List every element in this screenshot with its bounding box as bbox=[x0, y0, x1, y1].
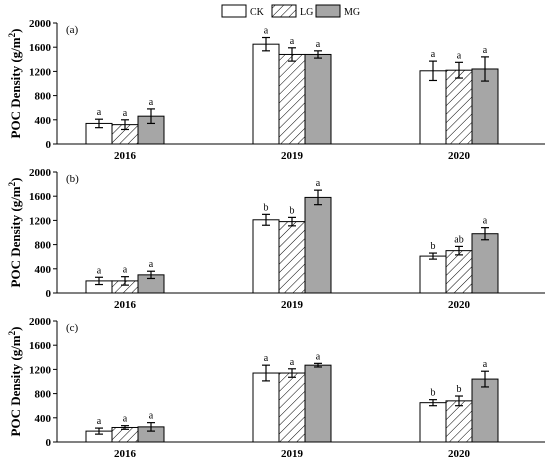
legend: CK LG MG bbox=[221, 4, 360, 18]
legend-label-ck: CK bbox=[250, 7, 265, 18]
significance-letter: a bbox=[290, 357, 295, 368]
panel-label: (a) bbox=[66, 24, 79, 36]
y-tick-label: 0 bbox=[46, 288, 52, 300]
y-tick-label: 400 bbox=[35, 264, 52, 276]
panel-label: (c) bbox=[66, 322, 79, 334]
x-tick-label-2019: 2019 bbox=[281, 150, 304, 162]
x-tick-label-2016: 2016 bbox=[114, 299, 137, 311]
y-tick-label: 1200 bbox=[29, 364, 52, 376]
bar-ck-2019 bbox=[252, 43, 280, 145]
legend-item-lg: LG bbox=[271, 4, 313, 18]
significance-letter: a bbox=[483, 45, 488, 56]
significance-letter: a bbox=[149, 259, 154, 270]
bar-lg-2019 bbox=[278, 221, 306, 294]
significance-letter: b bbox=[457, 384, 462, 395]
legend-label-mg: MG bbox=[344, 7, 360, 18]
bar-mg-2019 bbox=[304, 364, 332, 443]
y-axis-label: POC Density (g/m2) bbox=[7, 29, 23, 139]
x-tick-label-2016: 2016 bbox=[114, 150, 137, 162]
legend-swatch-ck bbox=[221, 4, 247, 18]
significance-letter: a bbox=[149, 97, 154, 108]
y-tick-label: 800 bbox=[35, 389, 52, 401]
y-tick-label: 0 bbox=[46, 437, 52, 449]
significance-letter: b bbox=[290, 205, 295, 216]
legend-label-lg: LG bbox=[300, 7, 313, 18]
significance-letter: a bbox=[483, 359, 488, 370]
panel-c: 0 400 800 1200 1600 2000 POC Density (g/m2) (c)… bbox=[7, 316, 545, 460]
y-axis-label: POC Density (g/m2) bbox=[7, 327, 23, 437]
significance-letter: a bbox=[149, 411, 154, 422]
significance-letter: b bbox=[431, 241, 436, 252]
bar-mg-2020 bbox=[471, 378, 499, 443]
significance-letter: a bbox=[123, 108, 128, 119]
panel-b: 0 400 800 1200 1600 2000 POC Density (g/m2) (b)… bbox=[7, 167, 545, 311]
y-tick-label: 800 bbox=[35, 91, 52, 103]
x-tick-label-2020: 2020 bbox=[448, 299, 471, 311]
bar-lg-2020 bbox=[445, 250, 473, 294]
bar-ck-2019 bbox=[252, 372, 280, 443]
significance-letter: b bbox=[264, 202, 269, 213]
chart-panels: 0 400 800 1200 1600 2000 POC Density (g/m2) (a)… bbox=[7, 18, 545, 460]
y-tick-label: 1600 bbox=[29, 191, 52, 203]
significance-letter: a bbox=[316, 39, 321, 50]
y-axis-label: POC Density (g/m2) bbox=[7, 178, 23, 288]
x-tick-label-2019: 2019 bbox=[281, 448, 304, 460]
y-tick-label: 2000 bbox=[29, 167, 52, 179]
bar-ck-2020 bbox=[419, 402, 447, 443]
significance-letter: a bbox=[457, 50, 462, 61]
legend-item-ck: CK bbox=[221, 4, 265, 18]
significance-letter: a bbox=[97, 265, 102, 276]
y-tick-label: 1600 bbox=[29, 42, 52, 54]
significance-letter: a bbox=[97, 107, 102, 118]
bar-mg-2019 bbox=[304, 196, 332, 294]
bar-lg-2019 bbox=[278, 53, 306, 145]
y-tick-label: 1600 bbox=[29, 340, 52, 352]
x-tick-label-2019: 2019 bbox=[281, 299, 304, 311]
y-tick-label: 2000 bbox=[29, 18, 52, 30]
y-tick-label: 400 bbox=[35, 115, 52, 127]
bar-ck-2019 bbox=[252, 219, 280, 294]
y-tick-label: 800 bbox=[35, 240, 52, 252]
x-tick-label-2016: 2016 bbox=[114, 448, 137, 460]
significance-letter: a bbox=[316, 351, 321, 362]
legend-swatch-mg bbox=[315, 4, 341, 18]
legend-item-mg: MG bbox=[315, 4, 360, 18]
x-tick-label-2020: 2020 bbox=[448, 150, 471, 162]
significance-letter: a bbox=[123, 414, 128, 425]
bar-mg-2020 bbox=[471, 233, 499, 294]
significance-letter: a bbox=[431, 49, 436, 60]
y-tick-label: 2000 bbox=[29, 316, 52, 328]
significance-letter: a bbox=[290, 36, 295, 47]
panel-a: 0 400 800 1200 1600 2000 POC Density (g/m2) (a)… bbox=[7, 18, 545, 162]
significance-letter: a bbox=[316, 178, 321, 189]
significance-letter: a bbox=[97, 416, 102, 427]
bar-lg-2020 bbox=[445, 400, 473, 443]
panel-label: (b) bbox=[66, 173, 79, 185]
significance-letter: b bbox=[431, 388, 436, 399]
significance-letter: a bbox=[123, 265, 128, 276]
y-tick-label: 1200 bbox=[29, 215, 52, 227]
significance-letter: a bbox=[264, 353, 269, 364]
legend-swatch-lg bbox=[271, 4, 297, 18]
significance-letter: ab bbox=[454, 234, 463, 245]
significance-letter: a bbox=[264, 26, 269, 37]
y-tick-label: 1200 bbox=[29, 66, 52, 78]
bar-ck-2020 bbox=[419, 70, 447, 145]
bar-lg-2019 bbox=[278, 372, 306, 443]
significance-letter: a bbox=[483, 216, 488, 227]
bar-mg-2019 bbox=[304, 53, 332, 145]
bar-ck-2020 bbox=[419, 255, 447, 294]
x-tick-label-2020: 2020 bbox=[448, 448, 471, 460]
y-tick-label: 0 bbox=[46, 139, 52, 151]
y-tick-label: 400 bbox=[35, 413, 52, 425]
bar-lg-2020 bbox=[445, 69, 473, 145]
